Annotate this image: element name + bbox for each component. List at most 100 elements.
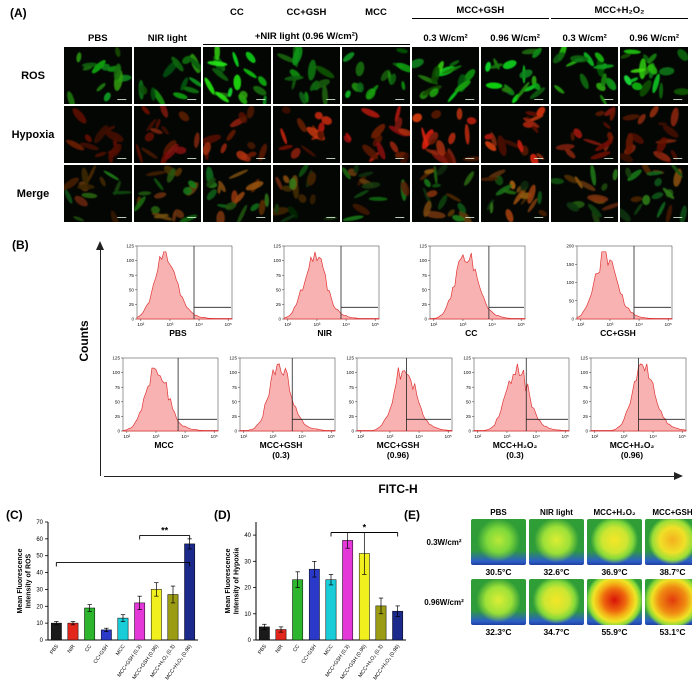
scale-bar (325, 217, 335, 218)
micro-cell (620, 106, 688, 163)
svg-text:60: 60 (36, 537, 43, 543)
histogram-shape (429, 253, 526, 320)
svg-text:125: 125 (273, 244, 281, 249)
micrograph-merge (481, 165, 549, 222)
ros-bar-chart-holder: 0 10 20 30 40 50 60 70 PBS NIR CC CC+GSH MCC MCC+GSH … (14, 510, 202, 689)
scale-bar (186, 99, 196, 100)
panel-c-label: (C) (6, 508, 23, 522)
micrograph-merge (64, 165, 132, 222)
scale-bar (534, 99, 544, 100)
thermal-temperature: 53.1°C (659, 627, 686, 637)
svg-text:10³: 10³ (606, 322, 613, 328)
histogram-shape (283, 251, 380, 320)
svg-text:150: 150 (566, 262, 574, 267)
svg-text:75: 75 (466, 385, 472, 390)
micro-cell (620, 47, 688, 104)
svg-text:125: 125 (463, 356, 471, 361)
flow-histogram: 0 25 50 75 100 125 10² 10³ 10⁴ 10⁵ (112, 356, 219, 440)
micro-cell (272, 47, 341, 104)
micro-cell (481, 165, 549, 222)
scale-bar (465, 217, 475, 218)
svg-text:10²: 10² (240, 434, 247, 440)
micrograph-hypoxia (64, 106, 132, 163)
flow-histograms-top-row: 0 25 50 75 100 125 10² 10³ 10⁴ 10⁵ PBS 0 25 50 75 100 12… (122, 244, 674, 338)
micro-cell (481, 106, 549, 163)
x-tick-label: CC+GSH (301, 643, 319, 664)
flow-histogram: 0 25 50 75 100 125 10² 10³ 10⁴ 10⁵ (580, 356, 687, 440)
flow-histogram: 0 25 50 75 100 125 10² 10³ 10⁴ 10⁵ (346, 356, 453, 440)
thermal-temperature: 38.7°C (659, 567, 686, 577)
svg-text:10⁴: 10⁴ (489, 322, 496, 328)
svg-text:25: 25 (349, 414, 355, 419)
thermal-column-header: MCC+GSH (652, 508, 692, 517)
svg-text:10³: 10³ (503, 434, 510, 440)
flow-histogram-block: 0 25 50 75 100 125 10² 10³ 10⁴ 10⁵ PBS (122, 244, 234, 338)
scale-bar (256, 99, 266, 100)
bar (308, 568, 320, 641)
micrograph-merge (203, 165, 271, 222)
x-tick-label: MCC (323, 644, 335, 657)
svg-text:10⁴: 10⁴ (649, 434, 656, 440)
svg-text:10³: 10³ (152, 434, 159, 440)
micrograph-merge (550, 165, 619, 222)
svg-text:25: 25 (466, 414, 472, 419)
micro-cell (203, 106, 271, 163)
svg-text:125: 125 (126, 244, 134, 249)
thermal-image (529, 579, 584, 625)
svg-text:125: 125 (420, 244, 428, 249)
svg-text:50: 50 (276, 287, 282, 292)
scale-bar (534, 158, 544, 159)
svg-text:10⁴: 10⁴ (298, 434, 305, 440)
micrograph-merge (272, 165, 340, 222)
micro-cell (203, 165, 271, 222)
micrograph-merge (342, 165, 410, 222)
svg-text:10⁵: 10⁵ (518, 322, 525, 328)
svg-text:50: 50 (36, 554, 43, 560)
scale-bar (186, 158, 196, 159)
scale-bar (604, 99, 614, 100)
panel-b-label: (B) (12, 238, 29, 252)
scale-bar (117, 158, 127, 159)
scale-bar (465, 99, 475, 100)
thermal-temperature: 30.5°C (485, 567, 512, 577)
flow-histogram-subname: (0.3) (506, 450, 524, 461)
svg-text:100: 100 (566, 280, 574, 285)
panel-b: (B) Counts 0 25 50 75 100 125 10² 10³ 10⁴ 10⁵ PBS 0… (4, 238, 688, 500)
micro-cell (203, 47, 271, 104)
scale-bar (325, 158, 335, 159)
svg-text:0: 0 (351, 429, 354, 434)
flow-histogram-name: CC (465, 328, 478, 338)
thermal-image (471, 579, 526, 625)
svg-text:40: 40 (36, 571, 43, 577)
x-tick-label: PBS (49, 643, 60, 655)
micrograph-merge (412, 165, 480, 222)
micrograph-hypoxia (481, 106, 549, 163)
row-label-hypoxia: Hypoxia (11, 128, 55, 141)
flow-histogram-block: 0 25 50 75 100 125 10² 10³ 10⁴ 10⁵ MCC (108, 356, 220, 461)
scale-bar (604, 158, 614, 159)
svg-text:20: 20 (244, 586, 251, 592)
x-tick-label: MCC (115, 644, 127, 657)
flow-histogram-name: NIR (317, 328, 332, 338)
flow-histogram: 0 25 50 75 100 125 10² 10³ 10⁴ 10⁵ (229, 356, 336, 440)
panel-d-label: (D) (214, 508, 231, 522)
bar (292, 579, 304, 641)
svg-text:100: 100 (126, 258, 134, 263)
micrograph-ros (133, 47, 202, 104)
svg-text:0: 0 (571, 317, 574, 322)
micrograph-hypoxia (272, 106, 340, 163)
histogram-shape (473, 363, 570, 432)
row-label-merge: Merge (16, 187, 50, 200)
scale-bar (673, 158, 683, 159)
flow-histogram-name: PBS (169, 328, 187, 338)
micro-cell (342, 106, 410, 163)
micro-cell (550, 165, 619, 222)
panel-e-label: (E) (404, 508, 420, 522)
svg-text:10⁵: 10⁵ (371, 322, 378, 328)
svg-text:50: 50 (422, 287, 428, 292)
thermal-column-header: PBS (490, 508, 507, 517)
svg-text:0: 0 (234, 429, 237, 434)
micro-cell (550, 47, 619, 104)
svg-text:100: 100 (229, 370, 237, 375)
panel-c: (C) 0 10 20 30 40 50 60 70 PBS NIR CC CC+GSH MCC MCC+… (6, 502, 208, 690)
